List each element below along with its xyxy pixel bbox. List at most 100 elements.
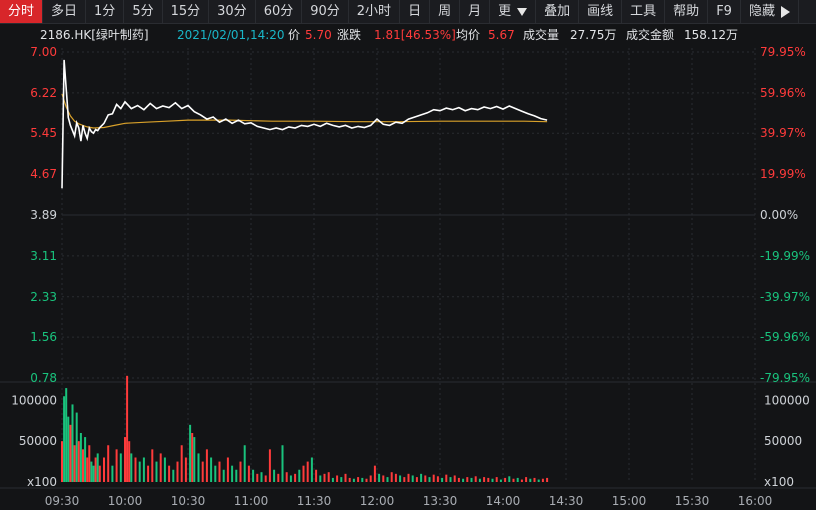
tab-17[interactable]: F9 (708, 0, 741, 23)
tab-5[interactable]: 30分 (209, 0, 256, 23)
volume-bar (256, 473, 259, 482)
volume-bar (315, 469, 318, 482)
time-tick-label: 11:00 (234, 494, 269, 508)
tab-0[interactable]: 分时 (0, 0, 44, 23)
volume-bar (218, 461, 221, 482)
price-tick-label: 3.89 (30, 208, 57, 222)
tab-18[interactable]: 隐藏 (741, 0, 799, 23)
tab-label: 1分 (94, 4, 116, 19)
volume-bar (386, 477, 389, 482)
volume-bar (107, 445, 110, 482)
tab-16[interactable]: 帮助 (665, 0, 709, 23)
volume-bar (96, 453, 99, 482)
tab-label: 周 (438, 4, 452, 19)
percent-tick-label: -39.97% (760, 290, 810, 304)
volume-bar (319, 475, 322, 482)
volume-bar (541, 478, 544, 482)
tab-11[interactable]: 月 (460, 0, 491, 23)
amount-label: 成交金额 (626, 28, 675, 42)
tab-9[interactable]: 日 (400, 0, 431, 23)
volume-bar (361, 477, 364, 482)
tab-6[interactable]: 60分 (256, 0, 303, 23)
volume-tick-label-right: 50000 (764, 434, 802, 448)
volume-bar (191, 433, 194, 482)
volume-bar (445, 474, 448, 482)
tab-2[interactable]: 1分 (86, 0, 125, 23)
dropdown-arrow-icon (517, 7, 528, 16)
volume-bar (441, 477, 444, 482)
time-tick-label: 13:30 (423, 494, 458, 508)
volume-bar (189, 424, 192, 482)
tab-1[interactable]: 多日 (43, 0, 87, 23)
volume-bar (222, 469, 225, 482)
volume-bar (252, 469, 255, 482)
volume-tick-label-left: 100000 (11, 393, 57, 407)
volume-bar (436, 476, 439, 482)
volume-bar (289, 475, 292, 482)
time-tick-label: 16:00 (738, 494, 773, 508)
volume-bar (483, 477, 486, 482)
volume-bar (147, 465, 150, 482)
percent-tick-label: -79.95% (760, 371, 810, 385)
percent-tick-label: 79.95% (760, 45, 806, 59)
volume-bar (184, 457, 187, 482)
volume-bar (508, 476, 511, 482)
volume-bar (344, 473, 347, 482)
volume-bar (63, 396, 66, 482)
volume-bar (268, 449, 271, 482)
time-tick-label: 15:00 (612, 494, 647, 508)
volume-bar (449, 477, 452, 482)
volume-bars (61, 375, 549, 482)
volume-bar (94, 457, 97, 482)
volume-bar (520, 479, 523, 482)
volume-bar (403, 477, 406, 482)
volume-bar (138, 461, 141, 482)
tab-4[interactable]: 15分 (163, 0, 210, 23)
volume-bar (75, 412, 78, 482)
percent-tick-label: -19.99% (760, 249, 810, 263)
volume-bar (499, 479, 502, 482)
volume-bar (115, 449, 118, 482)
volume-bar (119, 453, 122, 482)
volume-bar (193, 437, 196, 482)
volume-bar (172, 469, 175, 482)
tab-15[interactable]: 工具 (622, 0, 666, 23)
volume-tick-label-left: x100 (27, 475, 57, 489)
volume-bar (420, 473, 423, 482)
volume-bar (529, 478, 532, 482)
tab-13[interactable]: 叠加 (536, 0, 580, 23)
amount-value: 158.12万 (684, 28, 738, 42)
tab-7[interactable]: 90分 (302, 0, 349, 23)
tab-14[interactable]: 画线 (579, 0, 623, 23)
volume-bar (239, 461, 242, 482)
tab-label: 隐藏 (748, 4, 775, 19)
average-price-line (61, 93, 548, 129)
tab-label: 工具 (630, 4, 657, 19)
time-tick-label: 14:30 (549, 494, 584, 508)
change-value: 1.81[46.53%] (374, 28, 456, 42)
tab-label: 画线 (587, 4, 614, 19)
volume-bar (394, 473, 397, 482)
volume-bar (331, 477, 334, 482)
volume-bar (214, 465, 217, 482)
tab-label: F9 (716, 4, 732, 19)
price-tick-label: 4.67 (30, 167, 57, 181)
tab-8[interactable]: 2小时 (349, 0, 401, 23)
volume-bar (197, 453, 200, 482)
tab-10[interactable]: 周 (430, 0, 461, 23)
tab-label: 2小时 (356, 4, 392, 19)
time-axis: 09:30 10:00 10:30 11:00 11:30 12:00 13:30 14:00… (45, 494, 773, 508)
tab-12[interactable]: 更 (490, 0, 537, 23)
volume-bar (210, 457, 213, 482)
tab-label: 多日 (51, 4, 78, 19)
volume-bar (462, 478, 465, 482)
chart-grid (0, 48, 816, 489)
tab-label: 分时 (8, 4, 35, 19)
time-tick-label: 09:30 (45, 494, 80, 508)
volume-tick-label-left: 50000 (19, 434, 57, 448)
volume-bar (92, 465, 95, 482)
tab-3[interactable]: 5分 (124, 0, 163, 23)
volume-bar (151, 449, 154, 482)
volume-tick-label-right: x100 (764, 475, 794, 489)
